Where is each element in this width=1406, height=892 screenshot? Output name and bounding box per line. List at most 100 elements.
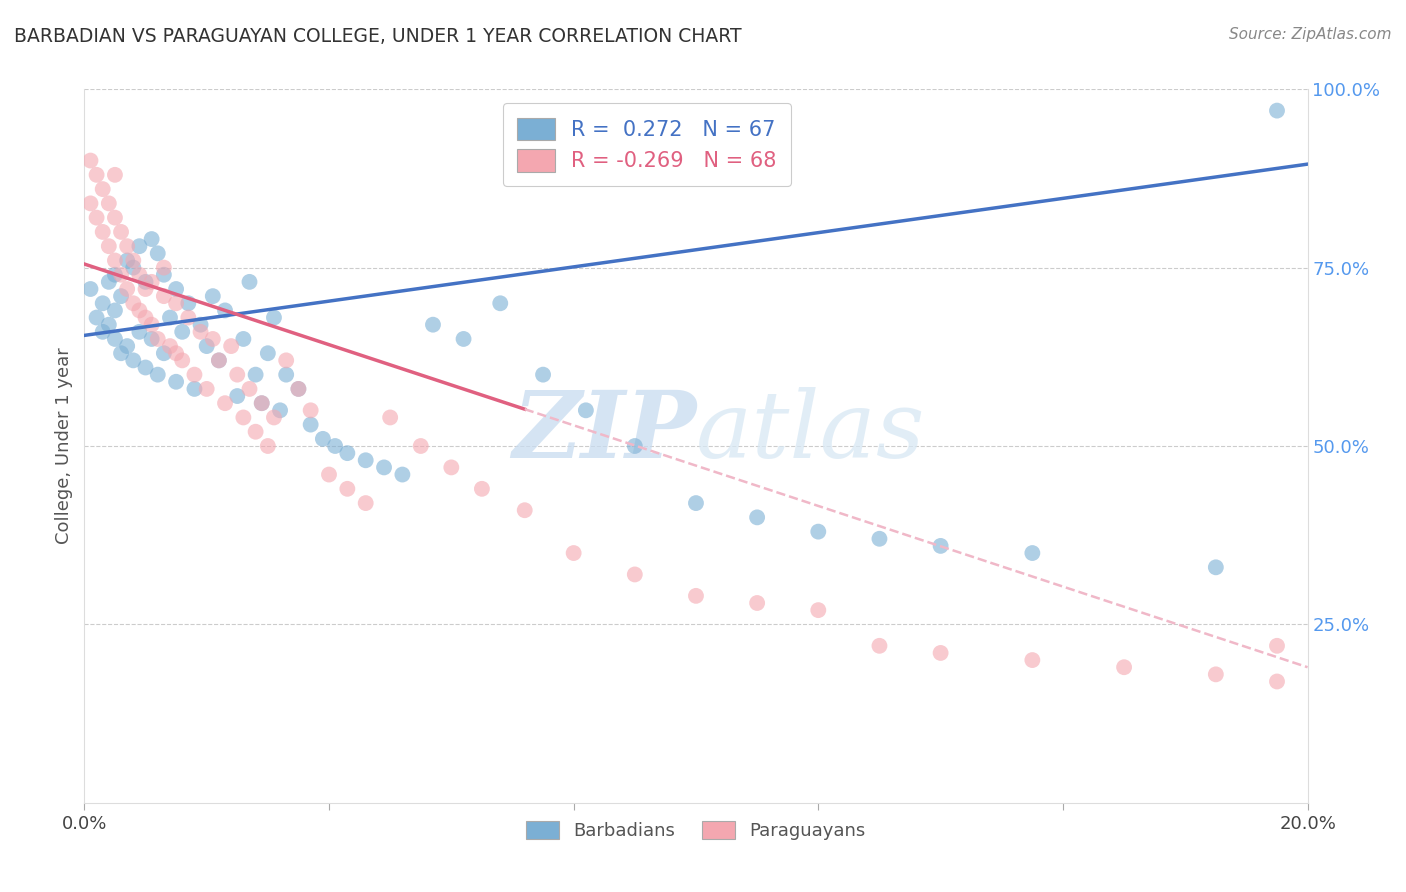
Point	[391, 467, 413, 482]
Point	[122, 260, 145, 275]
Point	[146, 246, 169, 260]
Point	[79, 153, 101, 168]
Point	[575, 403, 598, 417]
Point	[624, 439, 647, 453]
Point	[336, 446, 359, 460]
Point	[201, 289, 224, 303]
Point	[513, 503, 536, 517]
Point	[110, 289, 132, 303]
Point	[91, 225, 114, 239]
Point	[440, 460, 463, 475]
Point	[422, 318, 444, 332]
Point	[79, 282, 101, 296]
Point	[86, 211, 108, 225]
Point	[624, 567, 647, 582]
Point	[122, 296, 145, 310]
Point	[257, 346, 280, 360]
Point	[250, 396, 273, 410]
Point	[165, 375, 187, 389]
Point	[128, 239, 150, 253]
Point	[172, 353, 194, 368]
Point	[336, 482, 359, 496]
Point	[165, 346, 187, 360]
Point	[183, 368, 205, 382]
Point	[747, 596, 769, 610]
Point	[86, 310, 108, 325]
Text: Source: ZipAtlas.com: Source: ZipAtlas.com	[1229, 27, 1392, 42]
Point	[159, 339, 181, 353]
Point	[104, 211, 127, 225]
Point	[226, 368, 249, 382]
Point	[153, 268, 176, 282]
Point	[153, 260, 176, 275]
Point	[128, 325, 150, 339]
Point	[685, 496, 707, 510]
Point	[299, 403, 322, 417]
Text: ZIP: ZIP	[512, 387, 696, 476]
Point	[165, 282, 187, 296]
Point	[214, 396, 236, 410]
Point	[232, 410, 254, 425]
Text: BARBADIAN VS PARAGUAYAN COLLEGE, UNDER 1 YEAR CORRELATION CHART: BARBADIAN VS PARAGUAYAN COLLEGE, UNDER 1…	[14, 27, 742, 45]
Point	[471, 482, 494, 496]
Point	[135, 275, 157, 289]
Point	[177, 296, 200, 310]
Point	[177, 310, 200, 325]
Point	[1021, 653, 1043, 667]
Text: atlas: atlas	[696, 387, 925, 476]
Point	[257, 439, 280, 453]
Point	[232, 332, 254, 346]
Point	[1205, 667, 1227, 681]
Point	[195, 339, 218, 353]
Point	[1265, 103, 1288, 118]
Point	[531, 368, 554, 382]
Point	[135, 282, 157, 296]
Point	[159, 310, 181, 325]
Point	[104, 332, 127, 346]
Point	[201, 332, 224, 346]
Point	[208, 353, 231, 368]
Point	[1265, 639, 1288, 653]
Point	[245, 368, 267, 382]
Point	[190, 325, 212, 339]
Point	[250, 396, 273, 410]
Point	[747, 510, 769, 524]
Point	[318, 467, 340, 482]
Legend: Barbadians, Paraguayans: Barbadians, Paraguayans	[519, 814, 873, 847]
Point	[287, 382, 309, 396]
Point	[153, 289, 176, 303]
Point	[489, 296, 512, 310]
Point	[1021, 546, 1043, 560]
Point	[115, 339, 138, 353]
Point	[1205, 560, 1227, 574]
Point	[245, 425, 267, 439]
Point	[929, 539, 952, 553]
Point	[104, 268, 127, 282]
Point	[128, 303, 150, 318]
Point	[104, 253, 127, 268]
Point	[146, 332, 169, 346]
Point	[287, 382, 309, 396]
Point	[195, 382, 218, 396]
Point	[238, 382, 260, 396]
Point	[97, 318, 120, 332]
Point	[409, 439, 432, 453]
Point	[323, 439, 346, 453]
Point	[122, 353, 145, 368]
Point	[354, 453, 377, 467]
Point	[91, 182, 114, 196]
Point	[226, 389, 249, 403]
Point	[373, 460, 395, 475]
Point	[869, 532, 891, 546]
Point	[929, 646, 952, 660]
Point	[91, 325, 114, 339]
Point	[91, 296, 114, 310]
Point	[238, 275, 260, 289]
Point	[97, 275, 120, 289]
Point	[135, 360, 157, 375]
Point	[183, 382, 205, 396]
Point	[141, 332, 163, 346]
Point	[86, 168, 108, 182]
Point	[115, 253, 138, 268]
Point	[104, 303, 127, 318]
